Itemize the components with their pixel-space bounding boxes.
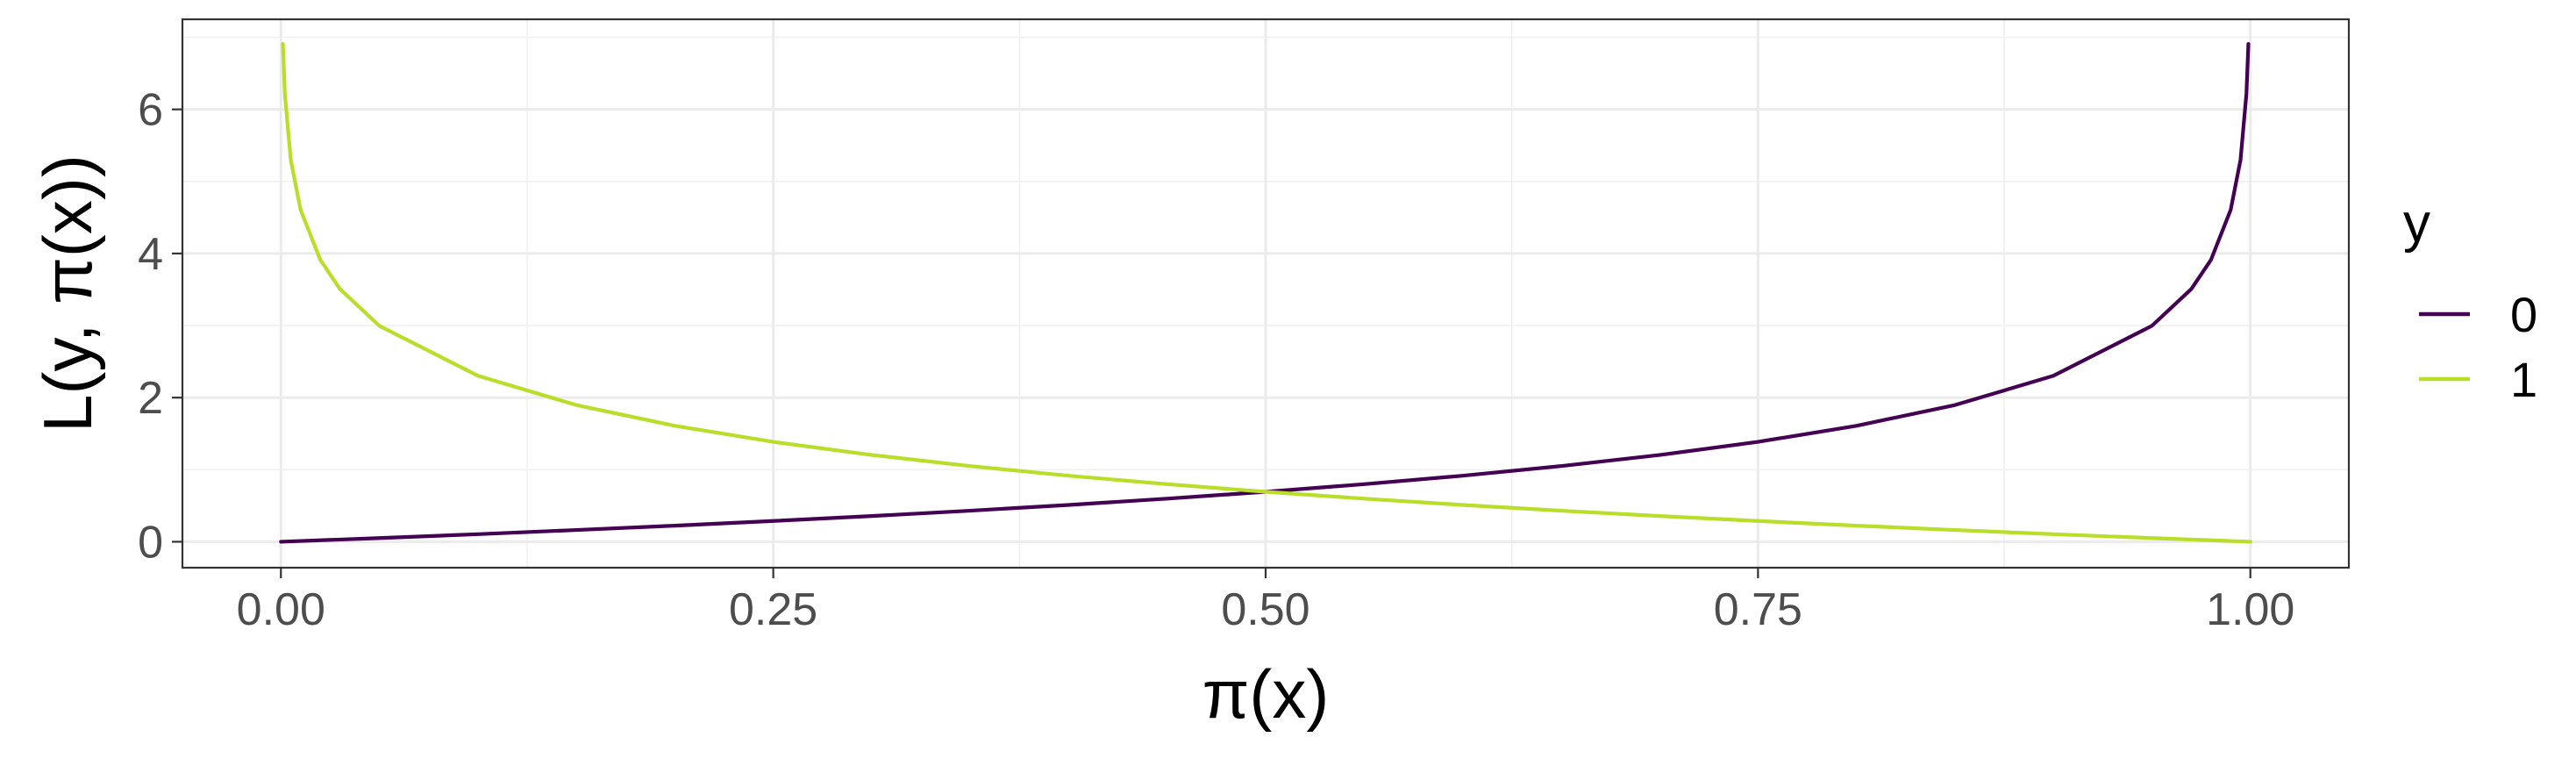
- series-lines: [279, 41, 2252, 544]
- legend-title: y: [2403, 193, 2430, 254]
- y-tick-label: 4: [138, 229, 163, 280]
- x-tick-label: 1.00: [2206, 584, 2294, 635]
- x-tick-label: 0.75: [1714, 584, 1802, 635]
- x-axis-ticks: 0.00 0.25 0.50 0.75 1.00: [237, 568, 2294, 635]
- y-tick-label: 6: [138, 85, 163, 136]
- y-tick-label: 2: [138, 373, 163, 424]
- y-axis-ticks: 0 2 4 6: [138, 85, 182, 568]
- x-tick-label: 0.50: [1221, 584, 1309, 635]
- major-gridlines: [182, 19, 2349, 568]
- x-tick-label: 0.00: [237, 584, 325, 635]
- series-line-1: [281, 41, 2252, 544]
- y-axis-title: L(y, π(x)): [29, 154, 106, 433]
- legend-label-0: 0: [2510, 287, 2537, 342]
- series-line-0: [279, 41, 2251, 544]
- x-tick-label: 0.25: [729, 584, 817, 635]
- legend-label-1: 1: [2510, 352, 2537, 407]
- legend: y 0 1: [2403, 193, 2537, 407]
- y-tick-label: 0: [138, 517, 163, 568]
- x-axis-title: π(x): [1202, 655, 1330, 733]
